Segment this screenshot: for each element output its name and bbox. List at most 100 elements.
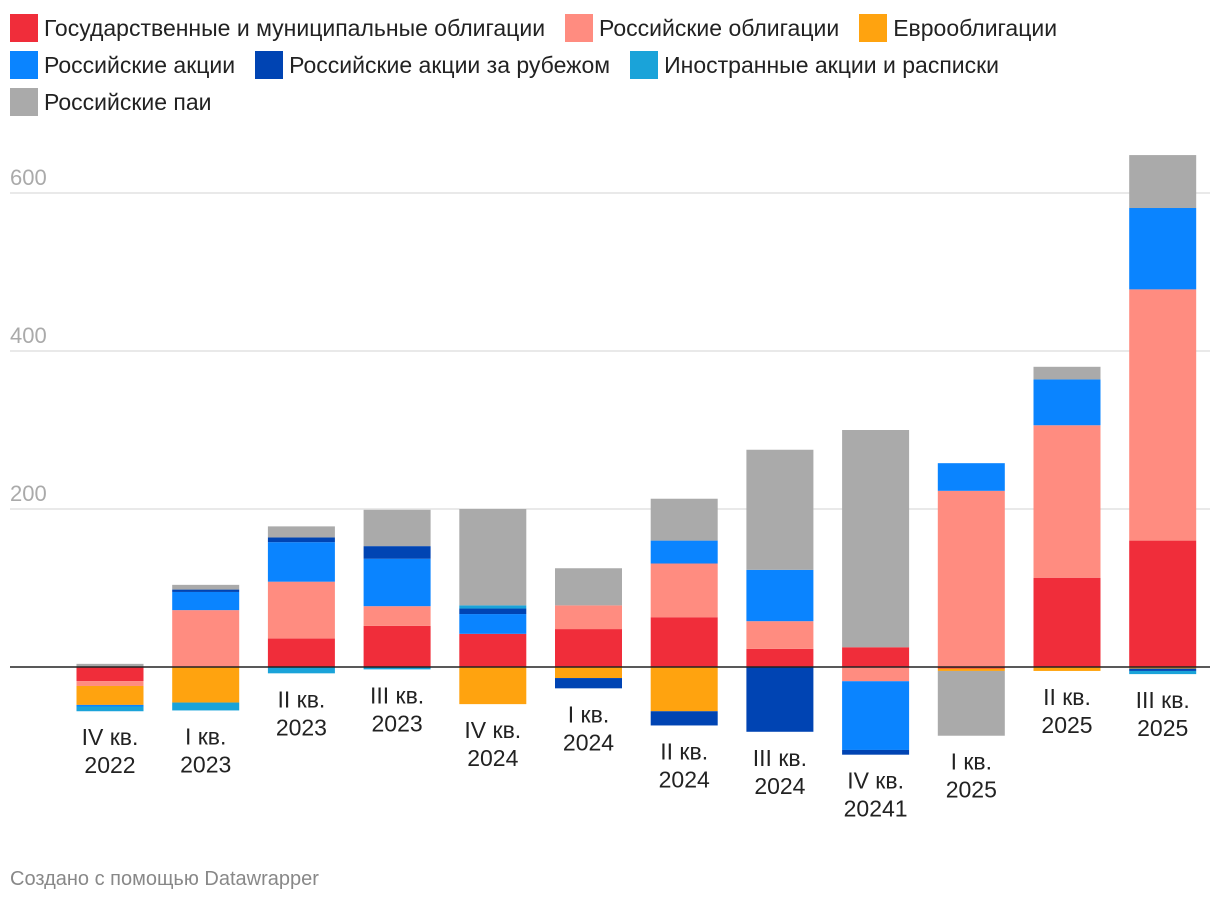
x-tick-label: III кв. 2024	[753, 745, 807, 799]
bars	[76, 155, 1197, 755]
legend-item: Российские акции	[10, 47, 235, 83]
credit-text: Создано с помощью Datawrapper	[10, 868, 319, 890]
bar-segment	[650, 563, 718, 618]
legend-swatch	[859, 14, 888, 42]
category-labels: IV кв. 2022 I кв. 2023 II кв. 2023 III кв. 2023…	[82, 682, 1190, 821]
legend-swatch	[10, 14, 38, 42]
bar-segment	[172, 702, 240, 711]
legend-item: Государственные и муниципальные облигаци…	[10, 10, 545, 46]
bar-segment	[555, 629, 622, 667]
legend-swatch	[565, 14, 594, 42]
bar-segment	[172, 589, 240, 592]
bar-segment	[555, 605, 622, 630]
bar-segment	[267, 526, 335, 538]
y-tick-label: 200	[10, 481, 47, 506]
legend-swatch	[255, 51, 284, 79]
bar-segment	[76, 663, 144, 667]
bar-segment	[555, 568, 622, 606]
legend-swatch	[10, 51, 38, 79]
bar-segment	[363, 667, 431, 670]
bar-segment	[1129, 670, 1197, 675]
legend-item: Российские паи	[10, 84, 212, 120]
bar-segment	[363, 606, 431, 626]
bar-segment	[76, 706, 144, 712]
x-tick-label: IV кв. 20241	[844, 768, 908, 822]
bar-segment	[459, 608, 527, 615]
x-tick-label: I кв. 2024	[563, 701, 614, 755]
bar-segment	[76, 704, 144, 707]
bar-segment	[937, 667, 1005, 669]
gridlines: 200 400 600	[10, 165, 1210, 510]
legend-label: Российские облигации	[599, 14, 840, 41]
bar-segment	[842, 667, 910, 682]
bar-segment	[650, 667, 718, 712]
legend-label: Российские акции за рубежом	[289, 51, 611, 78]
legend-label: Еврооблигации	[893, 14, 1058, 41]
bar-segment	[746, 569, 814, 622]
bar-segment	[1033, 425, 1101, 578]
legend-label: Государственные и муниципальные облигаци…	[44, 14, 546, 41]
bar-segment	[937, 668, 1005, 671]
legend-item: Еврооблигации	[859, 10, 1057, 46]
bar-segment	[363, 625, 431, 667]
bar-segment	[172, 667, 240, 703]
legend-item: Российские облигации	[565, 10, 839, 46]
bar-segment	[746, 449, 814, 570]
bar-segment	[650, 540, 718, 564]
y-tick-label: 400	[10, 323, 47, 348]
bar-segment	[937, 670, 1005, 736]
bar-segment	[1129, 289, 1197, 541]
x-tick-label: III кв. 2025	[1136, 687, 1190, 741]
bar-segment	[172, 610, 240, 667]
bar-segment	[459, 509, 527, 606]
bar-segment	[76, 685, 144, 705]
bar-segment	[363, 558, 431, 607]
bar-segment	[76, 681, 144, 686]
bar-segment	[937, 490, 1005, 667]
x-tick-label: III кв. 2023	[370, 682, 424, 736]
x-tick-label: IV кв. 2024	[464, 717, 521, 771]
legend-label: Российские паи	[44, 88, 212, 115]
bar-segment	[650, 617, 718, 667]
bar-segment	[267, 537, 335, 543]
bar-segment	[363, 509, 431, 547]
chart-legend: Государственные и муниципальные облигаци…	[10, 10, 1210, 121]
bar-segment	[1129, 540, 1197, 667]
bar-segment	[842, 749, 910, 755]
bar-segment	[842, 430, 910, 648]
bar-segment	[267, 542, 335, 582]
bar-segment	[1033, 379, 1101, 426]
bar-segment	[555, 667, 622, 679]
bar-segment	[267, 581, 335, 639]
legend-swatch	[630, 51, 659, 79]
bar-segment	[459, 614, 527, 634]
bar-segment	[1129, 667, 1197, 669]
bar-segment	[746, 667, 814, 732]
legend-swatch	[10, 88, 38, 116]
x-tick-label: II кв. 2024	[659, 738, 710, 792]
bar-segment	[650, 498, 718, 541]
legend-label: Иностранные акции и расписки	[664, 51, 1000, 78]
bar-segment	[937, 463, 1005, 491]
bar-segment	[1033, 366, 1101, 380]
bar-segment	[459, 605, 527, 609]
bar-segment	[459, 667, 527, 705]
bar-segment	[363, 546, 431, 559]
bar-segment	[1129, 208, 1197, 290]
bar-segment	[1129, 668, 1197, 671]
bar-segment	[459, 633, 527, 667]
y-tick-label: 600	[10, 165, 47, 190]
bar-segment	[172, 584, 240, 590]
bar-segment	[842, 681, 910, 750]
x-tick-label: II кв. 2025	[1041, 684, 1092, 738]
bar-segment	[1033, 577, 1101, 667]
bar-segment	[76, 667, 144, 682]
bar-segment	[172, 591, 240, 611]
bar-segment	[267, 667, 335, 674]
bar-segment	[746, 648, 814, 667]
bar-segment	[267, 638, 335, 667]
legend-item: Российские акции за рубежом	[255, 47, 610, 83]
x-tick-label: II кв. 2023	[276, 686, 327, 740]
legend-item: Иностранные акции и расписки	[630, 47, 999, 83]
